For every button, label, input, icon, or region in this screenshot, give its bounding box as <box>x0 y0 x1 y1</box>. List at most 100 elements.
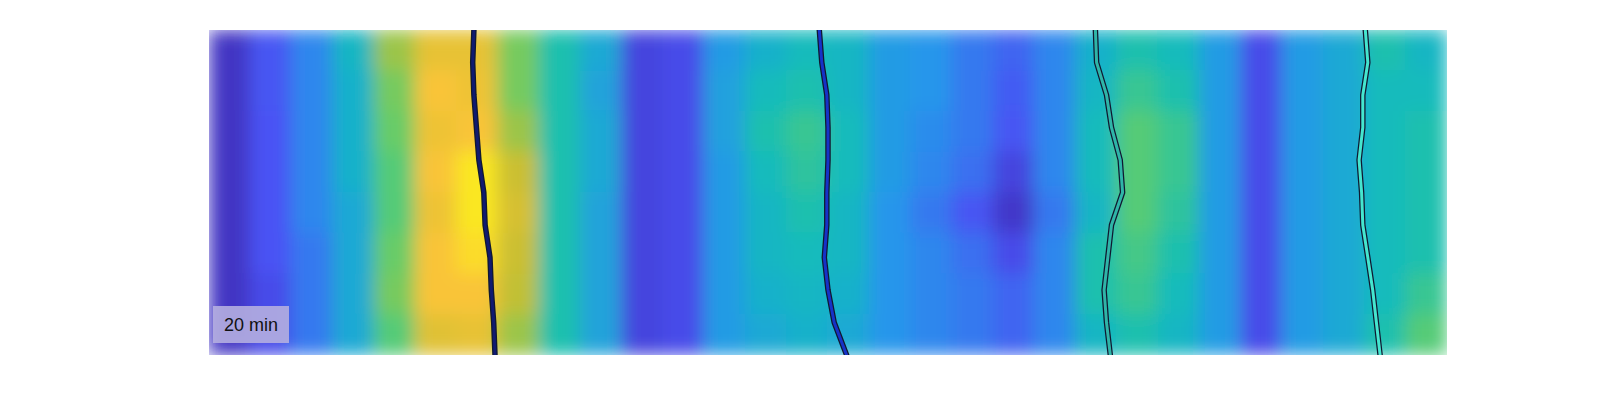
heat-cell <box>1034 192 1076 234</box>
heat-cell <box>1240 111 1282 153</box>
heat-cell <box>993 233 1035 275</box>
heat-cell <box>1281 151 1323 193</box>
heat-cell <box>374 314 416 355</box>
heat-cell <box>374 30 416 71</box>
heat-cell <box>291 70 333 112</box>
heat-cell <box>621 314 663 355</box>
heat-cell <box>209 111 251 153</box>
heat-cell <box>745 151 787 193</box>
heat-cell <box>415 273 457 315</box>
heat-cell <box>1405 192 1447 234</box>
heat-cell <box>745 70 787 112</box>
heat-cell <box>1199 192 1241 234</box>
heat-cell <box>580 151 622 193</box>
heat-cell <box>951 111 993 153</box>
heat-cell <box>1158 233 1200 275</box>
heat-cell <box>1323 273 1365 315</box>
heat-cell <box>374 151 416 193</box>
heat-cell <box>621 30 663 71</box>
heat-cell <box>910 30 952 71</box>
heat-cell <box>662 70 704 112</box>
heat-cell <box>291 111 333 153</box>
heat-cell <box>951 30 993 71</box>
trace-outline <box>473 30 495 355</box>
heat-cell <box>621 151 663 193</box>
heat-cell <box>662 111 704 153</box>
heat-cell <box>209 192 251 234</box>
heat-cell <box>580 273 622 315</box>
heat-cell <box>291 233 333 275</box>
heat-cell <box>291 273 333 315</box>
heat-cell <box>456 30 498 71</box>
heat-cell <box>1199 314 1241 355</box>
annotation: 20 min <box>224 315 278 335</box>
heat-cell <box>580 233 622 275</box>
heat-cell <box>1199 273 1241 315</box>
heat-cell <box>1405 111 1447 153</box>
heat-cell <box>1240 192 1282 234</box>
trace-outline <box>1359 30 1380 355</box>
heat-cell <box>539 314 581 355</box>
trace <box>1359 30 1380 355</box>
heat-cell <box>1364 111 1406 153</box>
trace <box>1095 30 1122 355</box>
heat-cell <box>869 151 911 193</box>
plot-area <box>209 30 1447 355</box>
heat-cell <box>1034 70 1076 112</box>
heat-cell <box>539 111 581 153</box>
heat-cell <box>1323 233 1365 275</box>
heat-cell <box>497 314 539 355</box>
heat-cell <box>1240 70 1282 112</box>
heat-cell <box>539 70 581 112</box>
heat-cell <box>745 273 787 315</box>
heat-cell <box>497 233 539 275</box>
heat-cell <box>1281 314 1323 355</box>
heat-cell <box>869 192 911 234</box>
heat-cell <box>415 111 457 153</box>
heat-cell <box>209 70 251 112</box>
heat-cell <box>869 273 911 315</box>
traces <box>473 30 1380 355</box>
heat-cell <box>1199 70 1241 112</box>
heat-cell <box>951 273 993 315</box>
heat-cell <box>374 233 416 275</box>
heat-cell <box>539 151 581 193</box>
heat-cell <box>745 111 787 153</box>
heat-cell <box>250 192 292 234</box>
heat-cell <box>250 233 292 275</box>
heat-cell <box>704 70 746 112</box>
heat-cell <box>951 151 993 193</box>
heat-cell <box>951 70 993 112</box>
heat-cell <box>1281 70 1323 112</box>
heat-cell <box>993 111 1035 153</box>
heat-cell <box>1034 151 1076 193</box>
heat-cell <box>1281 30 1323 71</box>
heat-cell <box>539 192 581 234</box>
heat-cell <box>209 30 251 71</box>
heat-cell <box>1034 273 1076 315</box>
heat-cell <box>497 192 539 234</box>
heat-cell <box>580 70 622 112</box>
heat-cell <box>786 111 828 153</box>
heat-cell <box>332 192 374 234</box>
heat-cell <box>745 30 787 71</box>
heat-cell <box>291 151 333 193</box>
heat-cell <box>1116 30 1158 71</box>
heat-cell <box>539 30 581 71</box>
heat-cell <box>415 151 457 193</box>
heat-cell <box>1158 151 1200 193</box>
heat-cell <box>497 111 539 153</box>
heat-cell <box>374 111 416 153</box>
heat-cell <box>456 192 498 234</box>
heat-cell <box>332 151 374 193</box>
trace <box>819 30 846 355</box>
heat-cell <box>1158 30 1200 71</box>
heat-cell <box>332 30 374 71</box>
heat-cell <box>332 70 374 112</box>
heat-cell <box>993 192 1035 234</box>
heatmap <box>209 30 1447 355</box>
heat-cell <box>786 314 828 355</box>
heat-cell <box>374 273 416 315</box>
heat-cell <box>828 70 870 112</box>
heat-cell <box>291 30 333 71</box>
